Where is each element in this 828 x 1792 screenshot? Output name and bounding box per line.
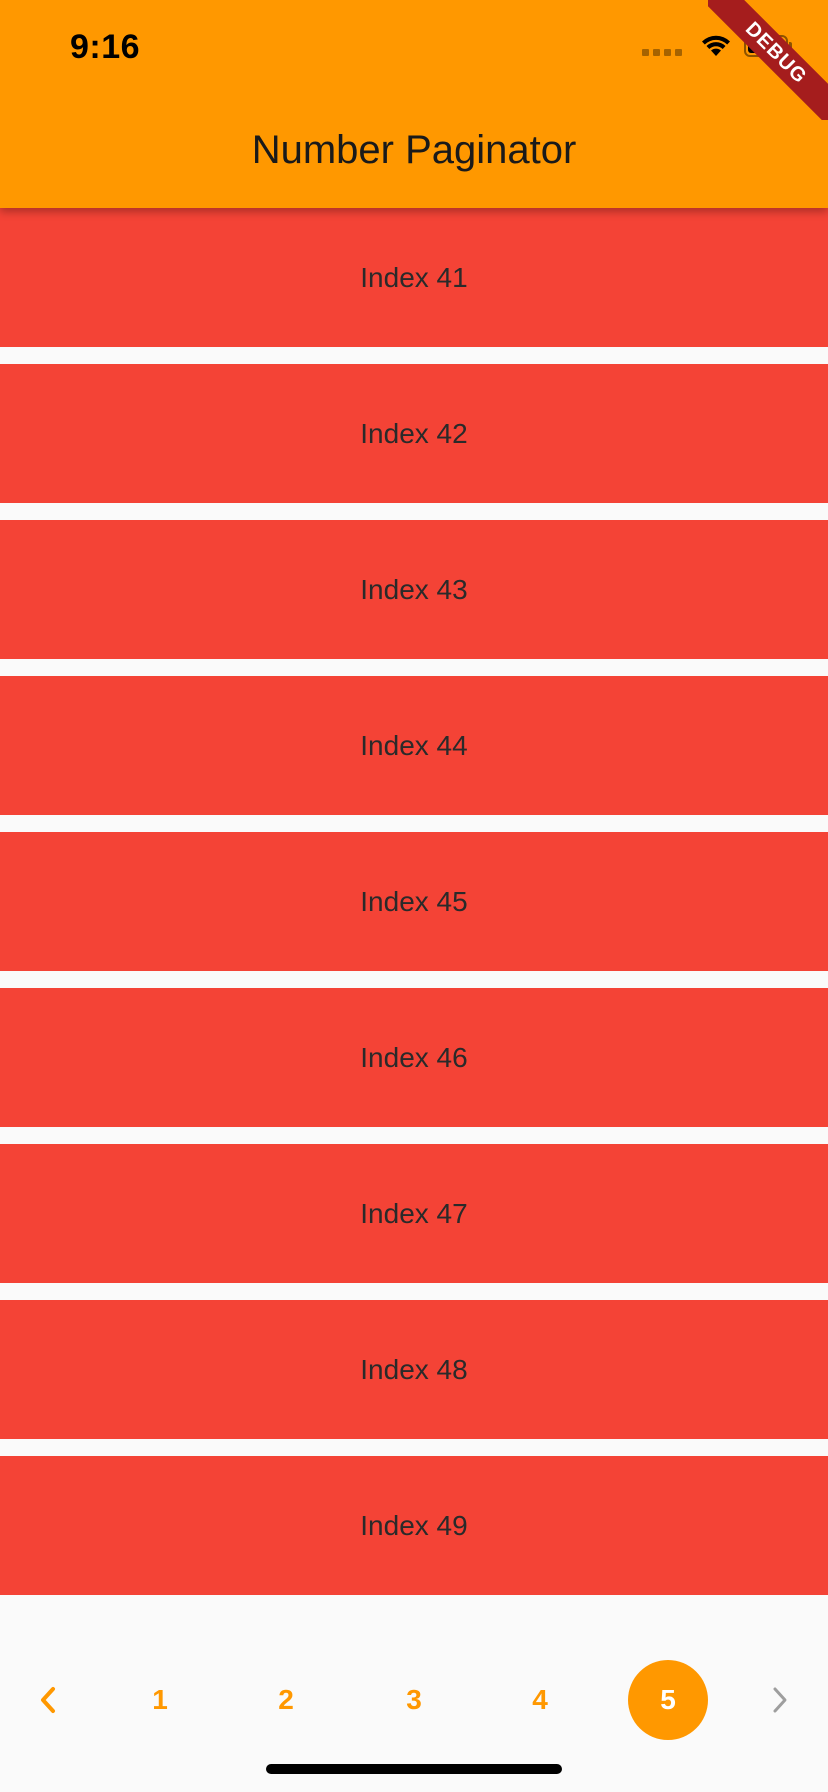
list-item[interactable]: Index 49: [0, 1456, 828, 1595]
item-list: Index 41 Index 42 Index 43 Index 44 Inde…: [0, 208, 828, 1612]
status-time: 9:16: [70, 28, 141, 66]
page-title: Number Paginator: [251, 128, 577, 172]
list-item[interactable]: Index 45: [0, 832, 828, 971]
list-item[interactable]: Index 48: [0, 1300, 828, 1439]
next-page-button[interactable]: [740, 1660, 820, 1740]
list-item[interactable]: Index 43: [0, 520, 828, 659]
number-paginator: 1 2 3 4 5: [0, 1660, 828, 1748]
page-button-5-current[interactable]: 5: [628, 1660, 708, 1740]
page-button-1[interactable]: 1: [152, 1684, 168, 1715]
chevron-left-icon: [41, 1687, 55, 1713]
app-header: 9:16 Number Paginator: [0, 0, 828, 208]
wifi-icon: [700, 34, 732, 58]
list-item[interactable]: Index 42: [0, 364, 828, 503]
signal-icon: [642, 37, 682, 56]
list-item[interactable]: Index 44: [0, 676, 828, 815]
home-indicator[interactable]: [266, 1764, 562, 1774]
battery-icon: [744, 35, 792, 57]
prev-page-button[interactable]: [8, 1660, 88, 1740]
list-item[interactable]: Index 41: [0, 208, 828, 347]
chevron-right-icon: [773, 1687, 787, 1713]
page-button-3[interactable]: 3: [406, 1684, 422, 1715]
page-button-2[interactable]: 2: [278, 1684, 294, 1715]
list-item[interactable]: Index 46: [0, 988, 828, 1127]
list-item[interactable]: Index 47: [0, 1144, 828, 1283]
status-icons: [642, 34, 792, 58]
page-button-4[interactable]: 4: [532, 1684, 548, 1715]
